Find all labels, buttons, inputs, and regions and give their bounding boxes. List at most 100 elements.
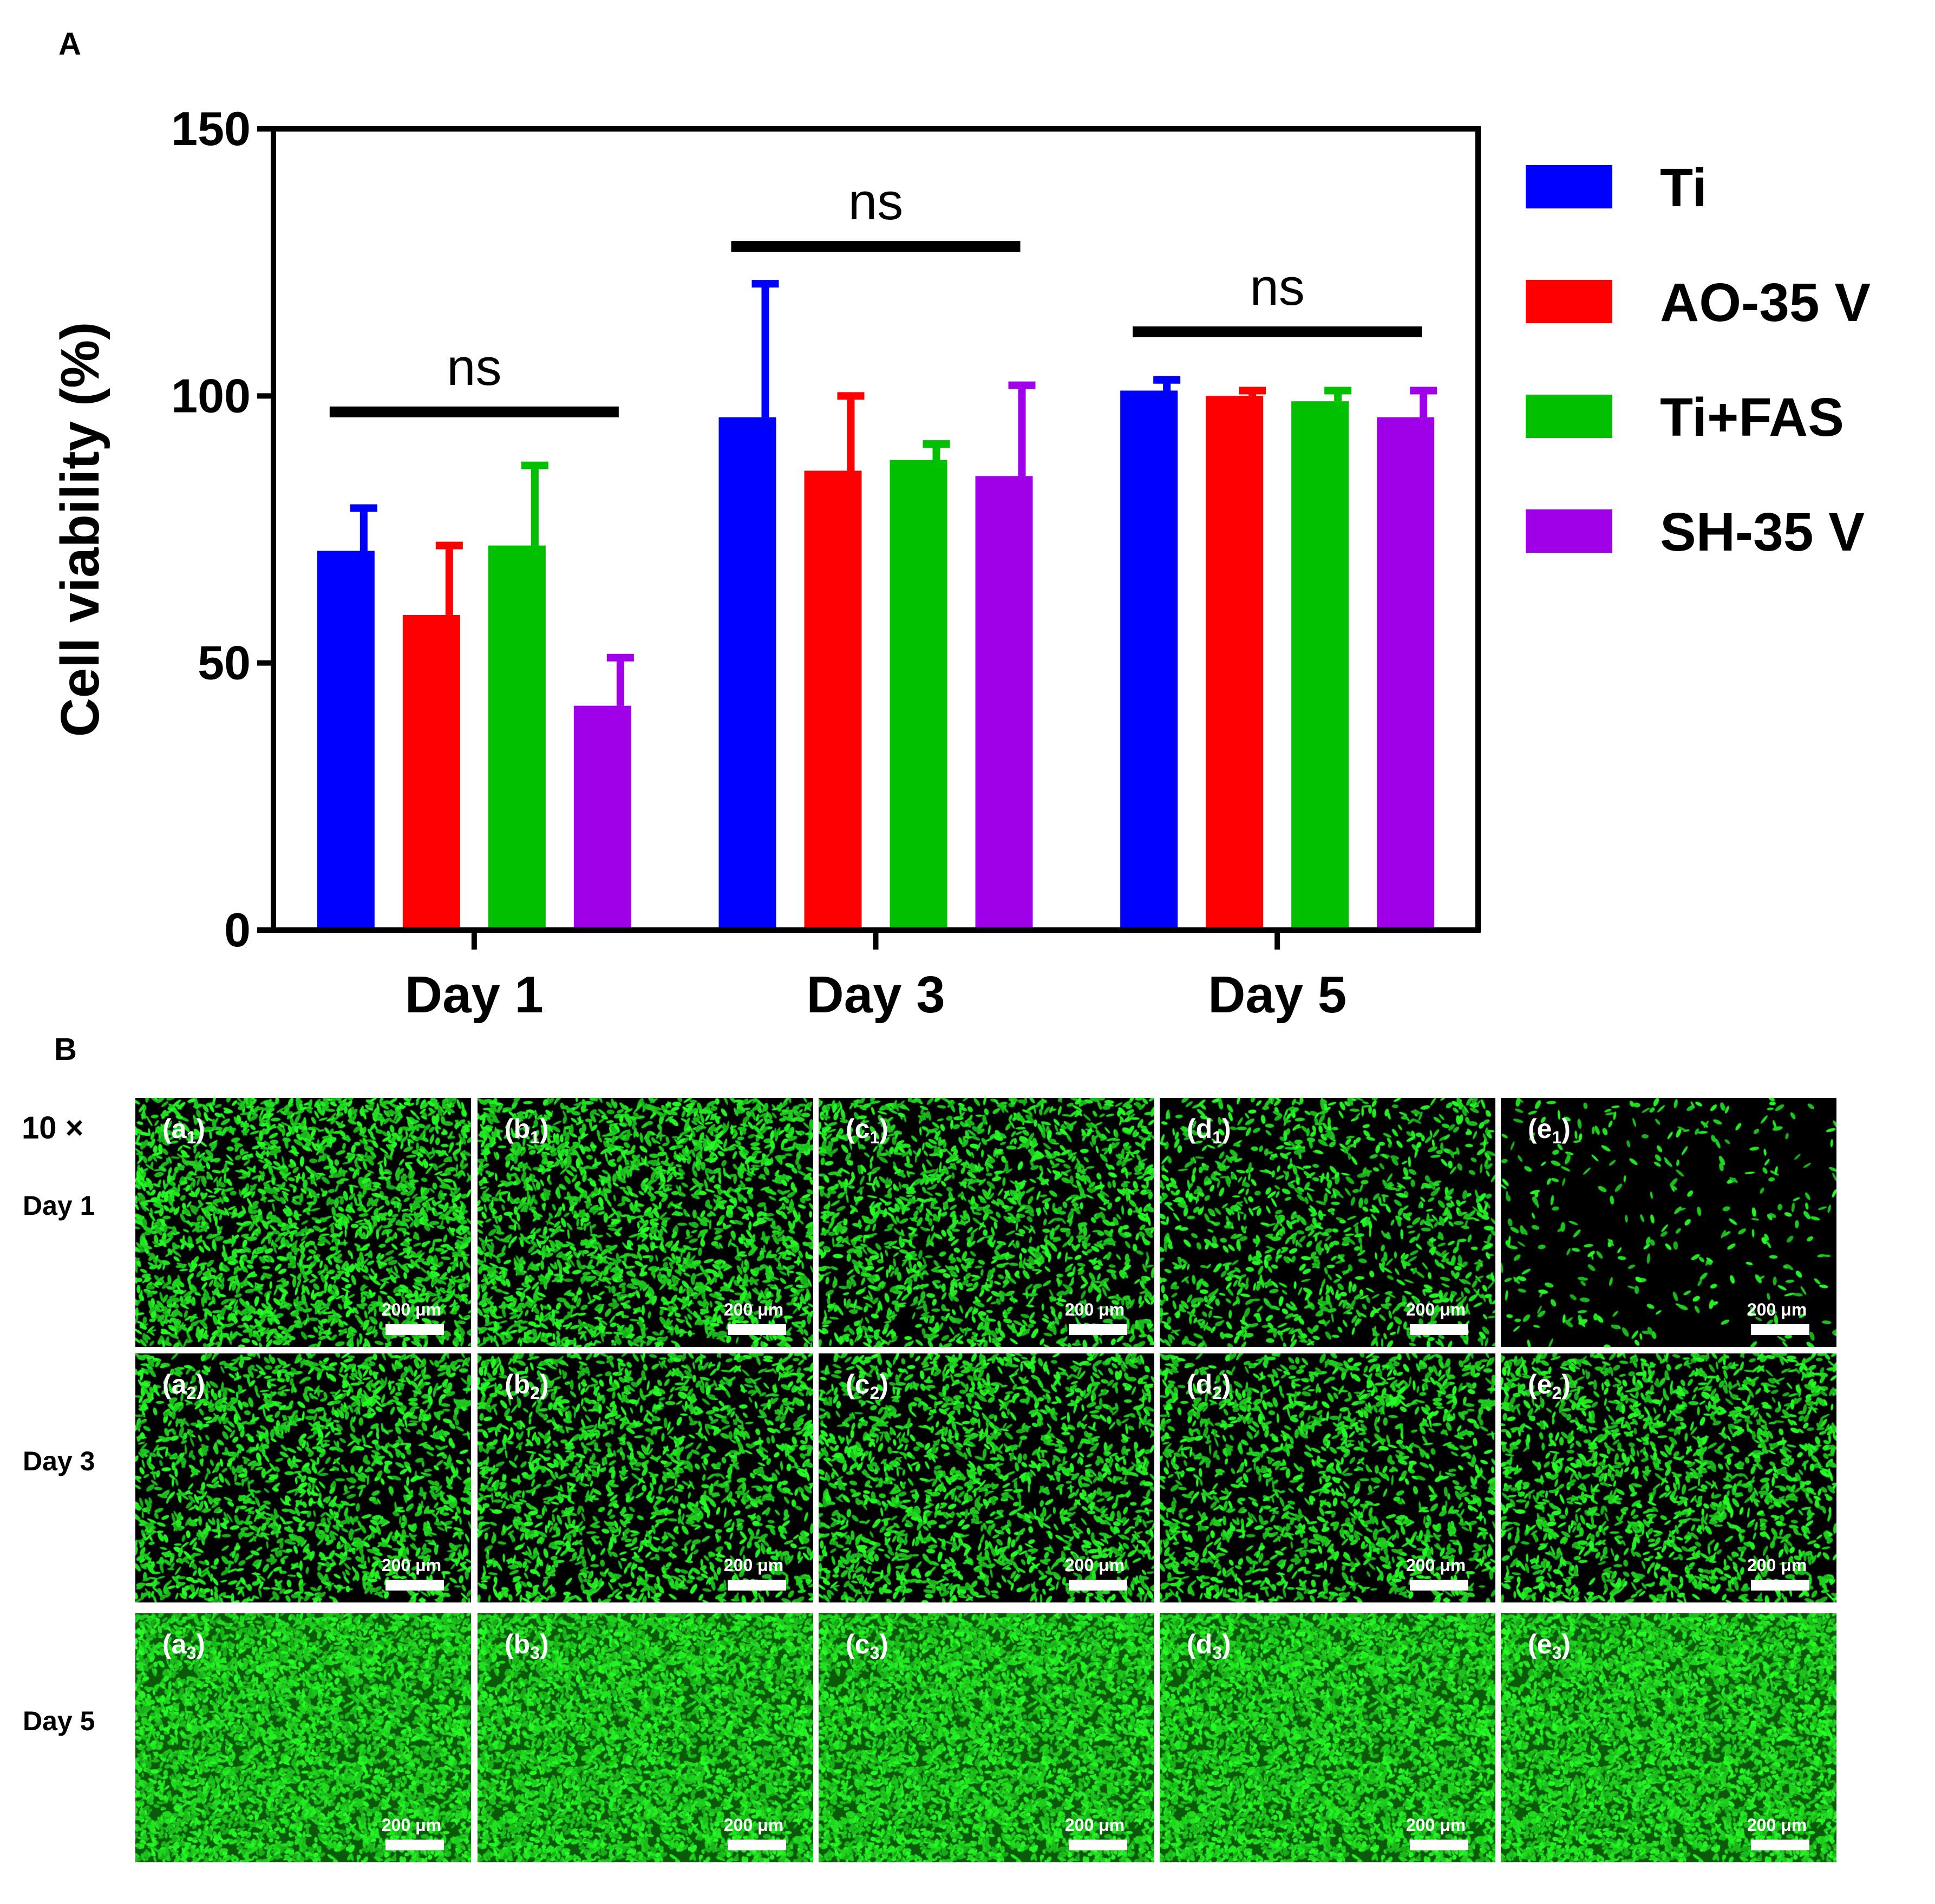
legend-swatch xyxy=(1526,395,1612,438)
scale-bar-label: 200 μm xyxy=(1406,1555,1466,1575)
legend-label: AO-35 V xyxy=(1660,272,1871,333)
y-tick-label: 0 xyxy=(224,903,251,957)
y-tick-label: 150 xyxy=(171,102,251,155)
scale-bar xyxy=(1410,1840,1468,1850)
micrograph-d3: (d3) 200 μm xyxy=(1160,1613,1495,1862)
micrograph-d1: (d1) 200 μm xyxy=(1160,1098,1495,1347)
fluorescent-cells-image xyxy=(135,1353,471,1602)
fluorescent-cells-image xyxy=(135,1098,471,1347)
tile-label: (c2) xyxy=(846,1369,888,1403)
tile-label: (a3) xyxy=(162,1629,205,1663)
scale-bar-label: 200 μm xyxy=(1747,1555,1807,1575)
scale-bar xyxy=(1410,1580,1468,1591)
scale-bar-label: 200 μm xyxy=(723,1300,784,1319)
tile-label: (a2) xyxy=(162,1369,205,1403)
legend-label: Ti+FAS xyxy=(1660,387,1844,448)
scale-bar-label: 200 μm xyxy=(1064,1300,1125,1319)
tile-label: (d3) xyxy=(1187,1629,1231,1663)
micrograph-b2: (b2) 200 μm xyxy=(478,1353,813,1602)
row-label-day-3: Day 3 xyxy=(23,1446,95,1476)
fluorescent-cells-image xyxy=(1501,1613,1836,1862)
bar-ti-fas-day-3 xyxy=(890,460,947,930)
fluorescent-cells-image xyxy=(478,1613,813,1862)
bar-sh-35-v-day-3 xyxy=(975,476,1033,930)
scale-bar-label: 200 μm xyxy=(1406,1815,1466,1835)
scale-bar xyxy=(1069,1324,1127,1335)
fluorescent-cells-image xyxy=(819,1098,1154,1347)
scale-bar-label: 200 μm xyxy=(381,1300,442,1319)
bar-ti-fas-day-5 xyxy=(1291,401,1349,930)
scale-bar-label: 200 μm xyxy=(1747,1815,1807,1835)
significance-label: ns xyxy=(447,338,501,396)
bar-sh-35-v-day-5 xyxy=(1377,417,1435,930)
scale-bar-label: 200 μm xyxy=(1064,1555,1125,1575)
legend-swatch xyxy=(1526,509,1612,553)
micrograph-a2: (a2) 200 μm xyxy=(135,1353,471,1602)
tile-label: (c3) xyxy=(846,1629,888,1663)
tile-label: (b1) xyxy=(505,1114,549,1147)
significance-label: ns xyxy=(1250,258,1304,316)
micrograph-e2: (e2) 200 μm xyxy=(1501,1353,1836,1602)
scale-bar xyxy=(385,1580,444,1591)
tile-label: (c1) xyxy=(846,1114,888,1147)
scale-bar xyxy=(385,1324,444,1335)
micrograph-a3: (a3) 200 μm xyxy=(135,1613,471,1862)
scale-bar xyxy=(1069,1840,1127,1850)
tile-label: (a1) xyxy=(162,1114,205,1147)
bar-ti-day-1 xyxy=(317,551,375,930)
scale-bar-label: 200 μm xyxy=(1406,1300,1466,1319)
scale-bar-label: 200 μm xyxy=(723,1555,784,1575)
bar-chart: 0 50 100 150 Day 1 Day 3 Day 5 Cell viability (… xyxy=(50,102,1871,1024)
legend-swatch xyxy=(1526,280,1612,323)
legend-swatch xyxy=(1526,165,1612,208)
scale-bar xyxy=(1751,1324,1809,1335)
scale-bar-label: 200 μm xyxy=(1064,1815,1125,1835)
fluorescent-cells-image xyxy=(135,1613,471,1862)
scale-bar-label: 200 μm xyxy=(1747,1300,1807,1319)
micrograph-e1: (e1) 200 μm xyxy=(1501,1098,1836,1347)
legend-label: SH-35 V xyxy=(1660,502,1865,562)
x-tick-label: Day 1 xyxy=(405,966,544,1024)
micrograph-c1: (c1) 200 μm xyxy=(819,1098,1154,1347)
scale-bar xyxy=(1751,1580,1809,1591)
row-label-day-1: Day 1 xyxy=(23,1190,95,1221)
micrograph-e3: (e3) 200 μm xyxy=(1501,1613,1836,1862)
tile-label: (d1) xyxy=(1187,1114,1231,1147)
tile-label: (e1) xyxy=(1528,1114,1571,1147)
tile-label: (e2) xyxy=(1528,1369,1571,1403)
micrograph-b1: (b1) 200 μm xyxy=(478,1098,813,1347)
micrograph-d2: (d2) 200 μm xyxy=(1160,1353,1495,1602)
significance-label: ns xyxy=(848,173,903,231)
panel-a-label: A xyxy=(58,27,81,62)
bar-ti-day-3 xyxy=(718,417,776,930)
fluorescent-cells-image xyxy=(1160,1613,1495,1862)
fluorescent-cells-image xyxy=(1160,1353,1495,1602)
legend-label: Ti xyxy=(1660,158,1707,218)
scale-bar xyxy=(1751,1840,1809,1850)
bar-ti-day-5 xyxy=(1120,390,1178,930)
scale-bar-label: 200 μm xyxy=(381,1815,442,1835)
fluorescent-cells-image xyxy=(819,1613,1154,1862)
fluorescent-cells-image xyxy=(1501,1098,1836,1347)
scale-bar xyxy=(1410,1324,1468,1335)
micrograph-c3: (c3) 200 μm xyxy=(819,1613,1154,1862)
bar-ao-35-v-day-3 xyxy=(804,470,862,930)
y-tick-label: 50 xyxy=(198,636,251,690)
scale-bar xyxy=(728,1840,786,1850)
row-label-day-5: Day 5 xyxy=(23,1706,95,1736)
tile-label: (b3) xyxy=(505,1629,549,1663)
scale-bar xyxy=(385,1840,444,1850)
scale-bar xyxy=(1069,1580,1127,1591)
x-tick-label: Day 3 xyxy=(806,966,945,1024)
scale-bar xyxy=(728,1580,786,1591)
y-axis-label: Cell viability (%) xyxy=(50,322,110,737)
bar-ti-fas-day-1 xyxy=(488,545,546,930)
x-tick-label: Day 5 xyxy=(1208,966,1346,1024)
fluorescent-cells-image xyxy=(1160,1098,1495,1347)
fluorescent-cells-image xyxy=(1501,1353,1836,1602)
tile-label: (e3) xyxy=(1528,1629,1571,1663)
magnification-label: 10 × xyxy=(22,1110,84,1146)
bar-ao-35-v-day-1 xyxy=(402,614,460,930)
micrograph-a1: (a1) 200 μm xyxy=(135,1098,471,1347)
scale-bar-label: 200 μm xyxy=(381,1555,442,1575)
